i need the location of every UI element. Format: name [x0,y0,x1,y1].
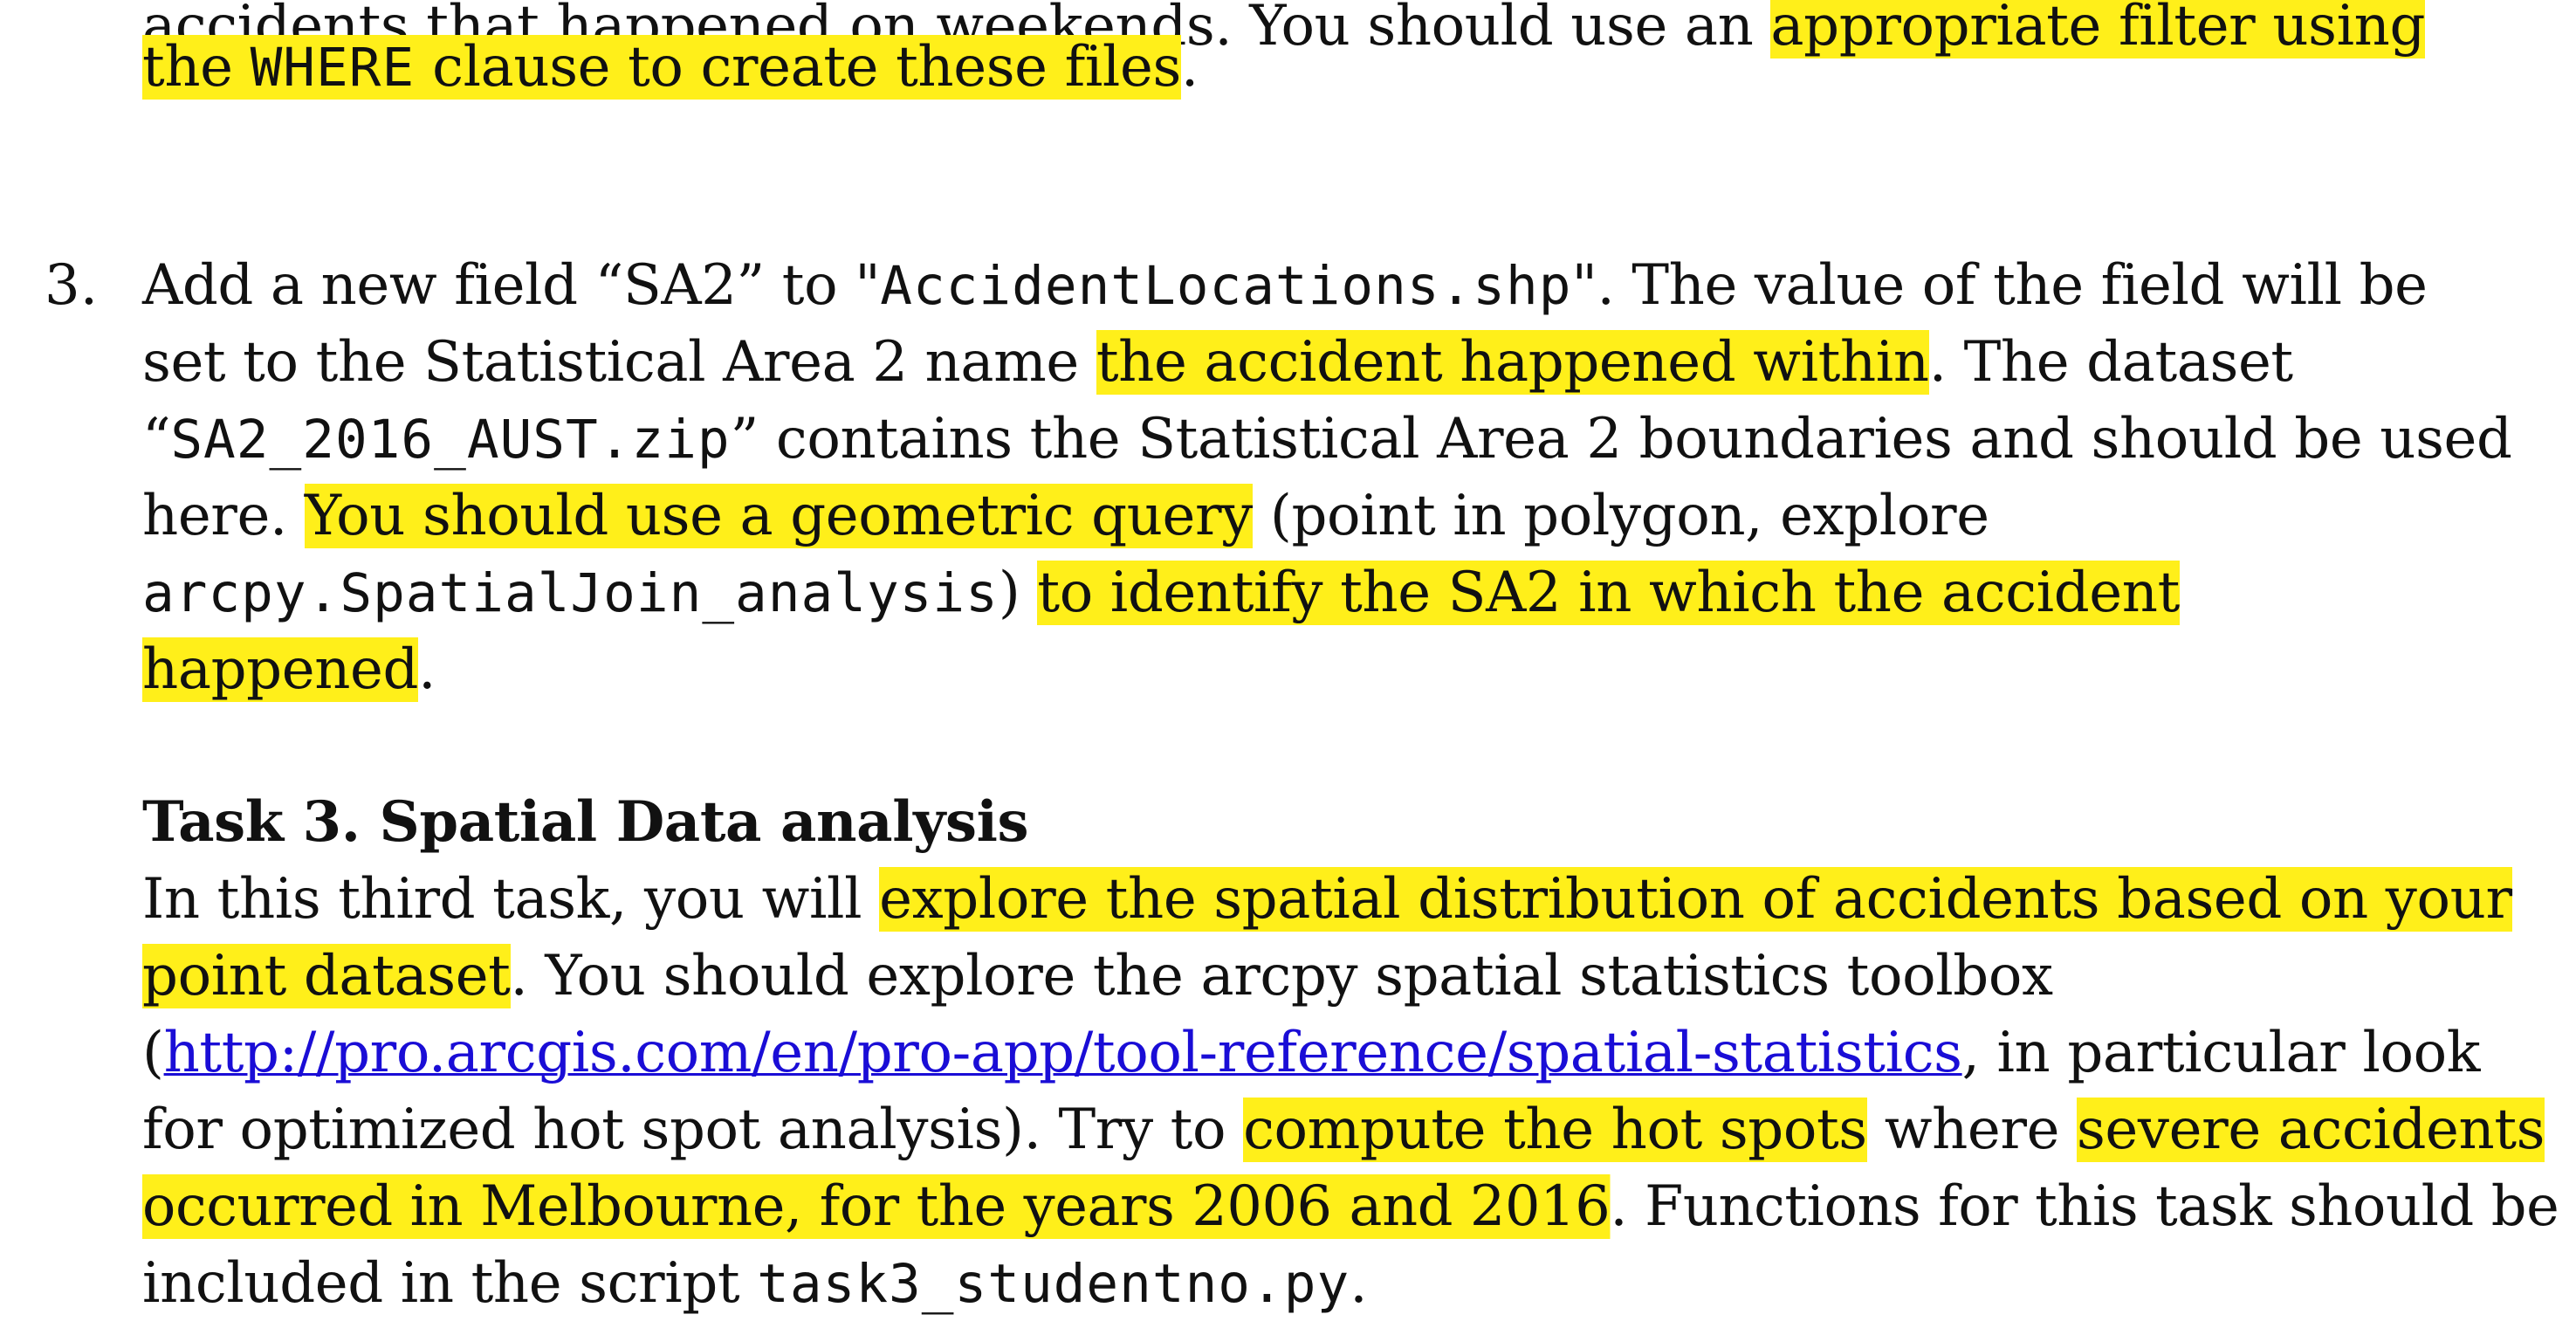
spatial-statistics-link[interactable]: http://pro.arcgis.com/en/pro-app/tool-re… [163,1021,1962,1085]
task3-line-1: In this third task, you will explore the… [142,867,2512,932]
highlight: to identify the SA2 in which the acciden… [1037,561,2180,625]
task3-line-5: occurred in Melbourne, for the years 200… [142,1174,2559,1239]
task3-line-2: point dataset. You should explore the ar… [142,944,2053,1008]
highlight: compute the hot spots [1243,1098,1867,1162]
section-heading: Task 3. Spatial Data analysis [142,789,1029,855]
highlight: point dataset [142,944,511,1008]
list-number: 3. [45,253,99,318]
item3-line-4: here. You should use a geometric query (… [142,484,1989,548]
code-zip: SA2_2016_AUST.zip [170,409,731,471]
code-arcpy: arcpy.SpatialJoin_analysis [142,562,999,624]
item3-line-1: Add a new field “SA2” to "AccidentLocati… [142,253,2428,318]
highlight: the WHERE clause to create these files [142,35,1181,100]
item3-line-5: arcpy.SpatialJoin_analysis) to identify … [142,561,2180,625]
code-where: WHERE [250,37,416,99]
highlight: explore the spatial distribution of acci… [879,867,2512,932]
highlight: occurred in Melbourne, for the years 200… [142,1174,1611,1239]
item2-line-2: the WHERE clause to create these files. [142,29,1199,106]
item3-line-3: “SA2_2016_AUST.zip” contains the Statist… [142,407,2512,471]
highlight: You should use a geometric query [304,484,1253,548]
item3-line-6: happened. [142,637,436,702]
task3-line-3: (http://pro.arcgis.com/en/pro-app/tool-r… [142,1021,2481,1085]
highlight: the accident happened within [1096,330,1929,395]
item3-line-2: set to the Statistical Area 2 name the a… [142,330,2293,395]
highlight: severe accidents [2076,1098,2545,1162]
code-filename: AccidentLocations.shp [880,255,1572,317]
task3-line-4: for optimized hot spot analysis). Try to… [142,1098,2545,1162]
highlight: happened [142,637,419,702]
text: . [1180,35,1199,100]
highlight: appropriate filter using [1770,0,2425,58]
code-script: task3_studentno.py [757,1253,1350,1315]
task3-line-6: included in the script task3_studentno.p… [142,1251,1368,1316]
